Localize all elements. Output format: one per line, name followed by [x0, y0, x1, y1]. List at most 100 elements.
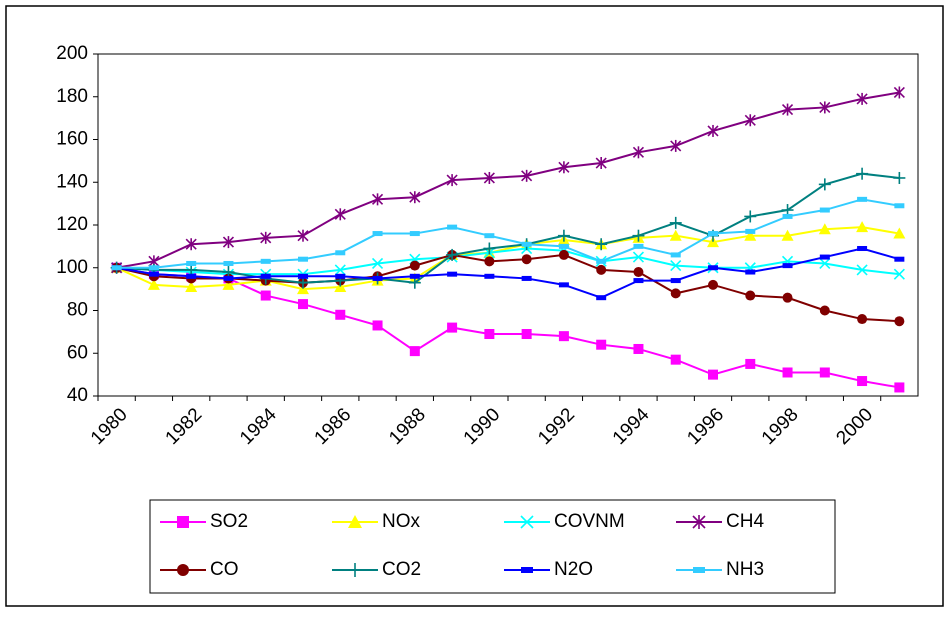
- marker: [147, 278, 160, 290]
- marker-shape: [744, 229, 757, 241]
- marker: [335, 273, 346, 279]
- marker-shape: [484, 256, 495, 267]
- marker-shape: [558, 331, 569, 342]
- marker-shape: [745, 358, 756, 369]
- y-tick-label: 60: [67, 342, 88, 363]
- marker-shape: [447, 271, 458, 277]
- marker-shape: [223, 275, 234, 281]
- marker: [558, 282, 569, 288]
- legend-label: CH4: [726, 511, 764, 532]
- marker-shape: [111, 265, 122, 271]
- marker: [893, 268, 905, 280]
- marker: [371, 257, 384, 270]
- y-tick-label: 160: [56, 129, 88, 150]
- marker: [521, 254, 532, 265]
- marker-shape: [782, 292, 793, 303]
- marker-shape: [372, 231, 383, 237]
- marker: [298, 299, 308, 310]
- marker: [185, 238, 197, 251]
- marker: [521, 275, 532, 281]
- marker: [595, 238, 608, 251]
- y-tick-label: 200: [56, 43, 88, 64]
- marker: [371, 193, 384, 206]
- marker: [857, 314, 868, 325]
- marker: [633, 267, 644, 278]
- marker-shape: [857, 196, 868, 202]
- marker-shape: [745, 269, 756, 275]
- marker: [745, 269, 756, 275]
- marker: [409, 260, 420, 271]
- marker: [670, 278, 681, 284]
- marker-shape: [348, 515, 362, 528]
- marker: [223, 260, 234, 266]
- marker-shape: [177, 564, 189, 576]
- marker: [521, 329, 532, 340]
- marker-shape: [894, 203, 905, 209]
- marker: [856, 264, 868, 276]
- marker: [260, 231, 272, 244]
- marker: [148, 265, 159, 271]
- marker: [819, 305, 830, 316]
- marker-shape: [596, 295, 607, 301]
- marker-shape: [223, 260, 234, 266]
- marker: [335, 309, 346, 320]
- series-line: [116, 172, 900, 284]
- marker-shape: [693, 567, 705, 573]
- marker-shape: [298, 273, 308, 279]
- marker-shape: [558, 282, 569, 288]
- marker: [818, 178, 831, 191]
- marker: [632, 229, 645, 242]
- marker-shape: [447, 322, 458, 333]
- marker-shape: [819, 207, 830, 213]
- marker: [819, 257, 831, 270]
- marker: [335, 250, 346, 256]
- marker-shape: [708, 279, 718, 290]
- legend-marker: [692, 515, 706, 529]
- marker-shape: [782, 367, 793, 378]
- marker-shape: [894, 256, 905, 262]
- marker: [857, 246, 868, 252]
- marker: [782, 367, 793, 378]
- marker-shape: [857, 314, 868, 325]
- y-tick-label: 100: [56, 257, 88, 278]
- marker: [260, 290, 271, 301]
- marker: [447, 322, 458, 333]
- y-tick-label: 180: [56, 86, 88, 107]
- marker-shape: [409, 260, 420, 271]
- marker: [633, 278, 644, 284]
- marker: [334, 208, 346, 221]
- marker-shape: [893, 227, 906, 239]
- marker-shape: [521, 241, 532, 247]
- marker: [670, 354, 681, 365]
- series-line: [116, 226, 900, 291]
- marker-shape: [819, 367, 830, 378]
- marker: [484, 273, 495, 279]
- marker: [334, 264, 346, 276]
- marker-shape: [670, 278, 681, 284]
- marker: [669, 229, 682, 241]
- y-tick-label: 40: [67, 385, 88, 406]
- marker: [558, 331, 569, 342]
- marker: [186, 273, 197, 279]
- marker-shape: [409, 346, 420, 357]
- marker-part: [520, 515, 534, 529]
- marker-shape: [670, 354, 681, 365]
- marker-shape: [708, 231, 718, 237]
- series-line: [116, 198, 900, 269]
- marker-shape: [177, 516, 189, 528]
- marker-shape: [185, 280, 198, 292]
- marker: [148, 271, 159, 277]
- marker: [484, 329, 495, 340]
- marker-shape: [148, 271, 159, 277]
- marker: [185, 280, 198, 292]
- marker: [409, 191, 421, 204]
- marker: [744, 114, 756, 127]
- marker-shape: [521, 567, 533, 573]
- marker: [521, 241, 532, 247]
- marker: [447, 224, 458, 230]
- marker-shape: [260, 258, 271, 264]
- marker-shape: [335, 250, 346, 256]
- marker-shape: [596, 264, 607, 275]
- marker-shape: [260, 290, 271, 301]
